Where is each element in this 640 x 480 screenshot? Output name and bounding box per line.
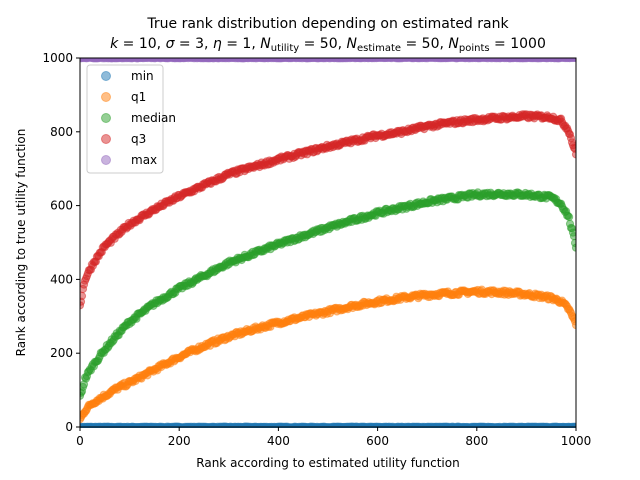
data-point: [571, 321, 576, 330]
y-tick-label: 800: [50, 125, 73, 139]
chart-title: True rank distribution depending on esti…: [146, 16, 509, 32]
y-tick-label: 600: [50, 199, 73, 213]
x-tick-label: 0: [76, 434, 84, 448]
x-tick-label: 200: [168, 434, 191, 448]
series-q3: [80, 110, 576, 310]
data-point: [571, 150, 576, 159]
x-axis-label: Rank according to estimated utility func…: [196, 456, 459, 470]
legend-marker-median: [101, 113, 111, 123]
legend-marker-max: [101, 155, 111, 165]
x-tick-label: 800: [465, 434, 488, 448]
series-max: [80, 58, 576, 63]
legend-marker-q3: [101, 134, 111, 144]
series-median: [80, 188, 576, 400]
x-axis: 0 200 400 600 800 1000: [76, 427, 591, 448]
y-tick-label: 0: [65, 420, 73, 434]
legend-marker-min: [101, 71, 111, 81]
chart-subtitle: k = 10, σ = 3, η = 1, Nutility = 50, Nes…: [110, 36, 546, 54]
series-q1: [80, 285, 576, 424]
y-tick-label: 200: [50, 346, 73, 360]
legend-label-max: max: [131, 153, 157, 167]
y-tick-label: 400: [50, 272, 73, 286]
y-tick-label: 1000: [42, 51, 73, 65]
legend: min q1 median q3 max: [86, 64, 176, 174]
legend-label-min: min: [131, 69, 154, 83]
data-point: [565, 212, 574, 222]
x-tick-label: 1000: [561, 434, 592, 448]
y-axis-label: Rank according to true utility function: [14, 129, 28, 357]
x-tick-label: 600: [366, 434, 389, 448]
legend-label-q3: q3: [131, 132, 146, 146]
legend-label-median: median: [131, 111, 176, 125]
data-point: [571, 243, 576, 252]
legend-marker-q1: [101, 92, 111, 102]
plot-frame: [79, 57, 577, 428]
x-tick-label: 400: [267, 434, 290, 448]
y-axis: 0 200 400 600 800 1000: [42, 51, 80, 434]
legend-label-q1: q1: [131, 90, 146, 104]
